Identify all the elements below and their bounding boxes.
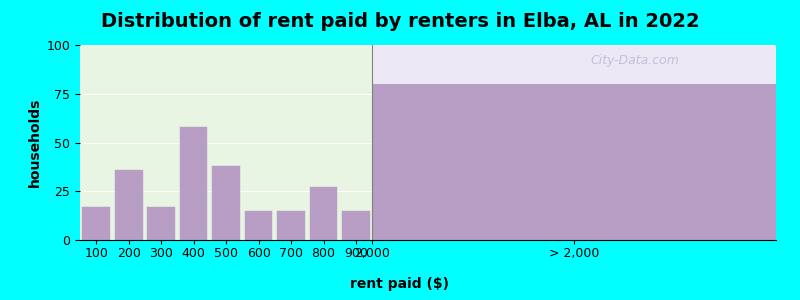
Text: City-Data.com: City-Data.com	[590, 54, 679, 67]
Text: Distribution of rent paid by renters in Elba, AL in 2022: Distribution of rent paid by renters in …	[101, 12, 699, 31]
Bar	[310, 187, 338, 240]
Bar	[212, 166, 240, 240]
Y-axis label: households: households	[28, 98, 42, 187]
Bar	[180, 127, 207, 240]
Bar	[342, 211, 370, 240]
Bar	[278, 211, 305, 240]
Bar	[115, 170, 142, 240]
Bar	[147, 207, 175, 240]
Bar	[245, 211, 273, 240]
Bar	[372, 84, 776, 240]
Bar	[82, 207, 110, 240]
Text: rent paid ($): rent paid ($)	[350, 277, 450, 291]
